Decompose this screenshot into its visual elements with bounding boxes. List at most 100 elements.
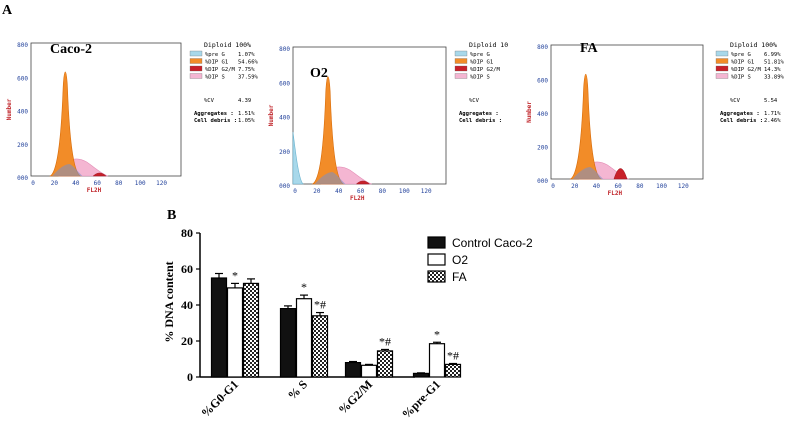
g1-peak <box>311 76 345 185</box>
y-tick-label: 200 <box>537 145 548 152</box>
cv-label: %CV <box>469 98 480 104</box>
x-tick-label: 0 <box>293 188 297 195</box>
debris-value: 2.46% <box>764 118 781 124</box>
plot-frame <box>30 42 182 177</box>
bar-0-0 <box>210 277 228 378</box>
legend-value: 14.3% <box>764 67 781 73</box>
x-axis-label: FL2H <box>350 195 365 202</box>
legend-swatch <box>715 73 729 79</box>
legend-swatch <box>189 50 203 57</box>
cv-label: %CV <box>204 98 215 104</box>
x-tick-label: 20 <box>51 180 59 187</box>
x-tick-label: 60 <box>94 180 102 187</box>
y-tick-label: 000 <box>279 183 290 190</box>
x-axis-label: FL2H <box>608 190 623 197</box>
x-tick-label: 60 <box>615 183 623 190</box>
bar-3-1 <box>428 343 446 378</box>
debris-label: Cell debris : <box>194 118 237 124</box>
legend-swatch <box>715 58 729 64</box>
y-tick-label: 200 <box>279 149 290 156</box>
x-tick-label: 20 <box>571 183 579 190</box>
legend-swatch-0 <box>427 236 446 249</box>
y-tick-label: 600 <box>537 78 548 85</box>
bar-3-2 <box>444 363 462 378</box>
legend-swatch <box>189 65 203 72</box>
legend-value: 7.75% <box>238 67 255 73</box>
sample-title: O2 <box>310 66 328 81</box>
category-label: %G2/M <box>336 377 376 417</box>
legend-swatch <box>454 73 468 79</box>
y-axis-label: Number <box>6 98 13 120</box>
y-axis-label: % DNA content <box>162 261 176 342</box>
category-label: %G0-G1 <box>198 377 241 420</box>
cv-value: 5.54 <box>764 98 778 104</box>
bar-3-0 <box>412 372 430 378</box>
legend-name: %DIP G2/M <box>470 67 500 73</box>
significance-mark: * <box>301 280 307 294</box>
x-tick-label: 100 <box>399 188 410 195</box>
bar-1-0 <box>279 308 297 378</box>
y-tick-label: 200 <box>17 142 28 149</box>
y-tick-label: 80 <box>181 226 193 240</box>
g2m-peak <box>613 168 628 180</box>
x-tick-label: 80 <box>115 180 123 187</box>
y-axis-label: Number <box>268 104 275 126</box>
y-tick-label: 600 <box>279 80 290 87</box>
legend-value: 33.89% <box>764 75 785 81</box>
x-tick-label: 120 <box>156 180 167 187</box>
y-tick-label: 800 <box>279 46 290 53</box>
legend-swatch <box>715 65 729 72</box>
chart-legend: Control Caco-2 O2 FA <box>427 236 533 284</box>
overlap-region <box>52 164 83 176</box>
diploid-label: Diploid 100% <box>204 41 251 49</box>
debris-label: Cell debris : <box>459 118 502 124</box>
bar-0-1 <box>226 287 244 378</box>
x-tick-label: 40 <box>72 180 80 187</box>
y-tick-label: 800 <box>17 42 28 49</box>
legend-swatch <box>454 65 468 72</box>
x-tick-label: 40 <box>335 188 343 195</box>
legend-swatch <box>454 58 468 64</box>
legend-value: 54.66% <box>238 60 259 66</box>
x-tick-label: 60 <box>357 188 365 195</box>
legend-name: %DIP S <box>470 75 490 81</box>
legend-name: %DIP G1 <box>470 60 493 66</box>
overlap-region <box>572 167 604 179</box>
bar-2-1 <box>360 364 378 378</box>
legend-name: %DIP G1 <box>205 60 228 66</box>
legend-name: %DIP S <box>731 75 751 81</box>
x-tick-label: 120 <box>678 183 689 190</box>
aggregates-value: 1.51% <box>238 111 255 117</box>
g1-peak <box>49 71 82 177</box>
g2m-peak <box>355 180 371 185</box>
y-tick-label: 000 <box>537 178 548 185</box>
category-label: % S <box>285 377 310 402</box>
panel-label-b: B <box>167 208 176 223</box>
y-tick-label: 40 <box>181 298 193 312</box>
overlap-region <box>314 172 346 184</box>
legend-swatch-1 <box>427 253 446 266</box>
significance-mark: * <box>232 268 238 282</box>
legend-name: %DIP G1 <box>731 60 754 66</box>
legend-name: %DIP G2/M <box>205 67 235 73</box>
legend-entry: O2 <box>452 253 468 267</box>
g1-peak <box>569 73 602 180</box>
bar-2-0 <box>344 362 362 378</box>
cv-value: 4.39 <box>238 98 251 104</box>
bar-2-2 <box>376 350 394 378</box>
significance-mark: *# <box>379 334 391 348</box>
x-tick-label: 80 <box>636 183 644 190</box>
panel-label-a: A <box>2 3 13 18</box>
legend-name: %pre G <box>205 52 225 58</box>
significance-mark: * <box>434 327 440 341</box>
x-tick-label: 40 <box>593 183 601 190</box>
x-tick-label: 100 <box>656 183 667 190</box>
y-tick-label: 000 <box>17 175 28 182</box>
y-tick-label: 400 <box>279 115 290 122</box>
aggregates-value: 1.71% <box>764 111 781 117</box>
legend-value: 6.99% <box>764 52 781 58</box>
dna-content-bar-chart: % DNA content 0 20 40 60 80 * %G0-G1 * *# % S *#%… <box>162 226 533 421</box>
sample-title: FA <box>580 41 599 56</box>
aggregates-label: Aggregates : <box>459 111 499 117</box>
